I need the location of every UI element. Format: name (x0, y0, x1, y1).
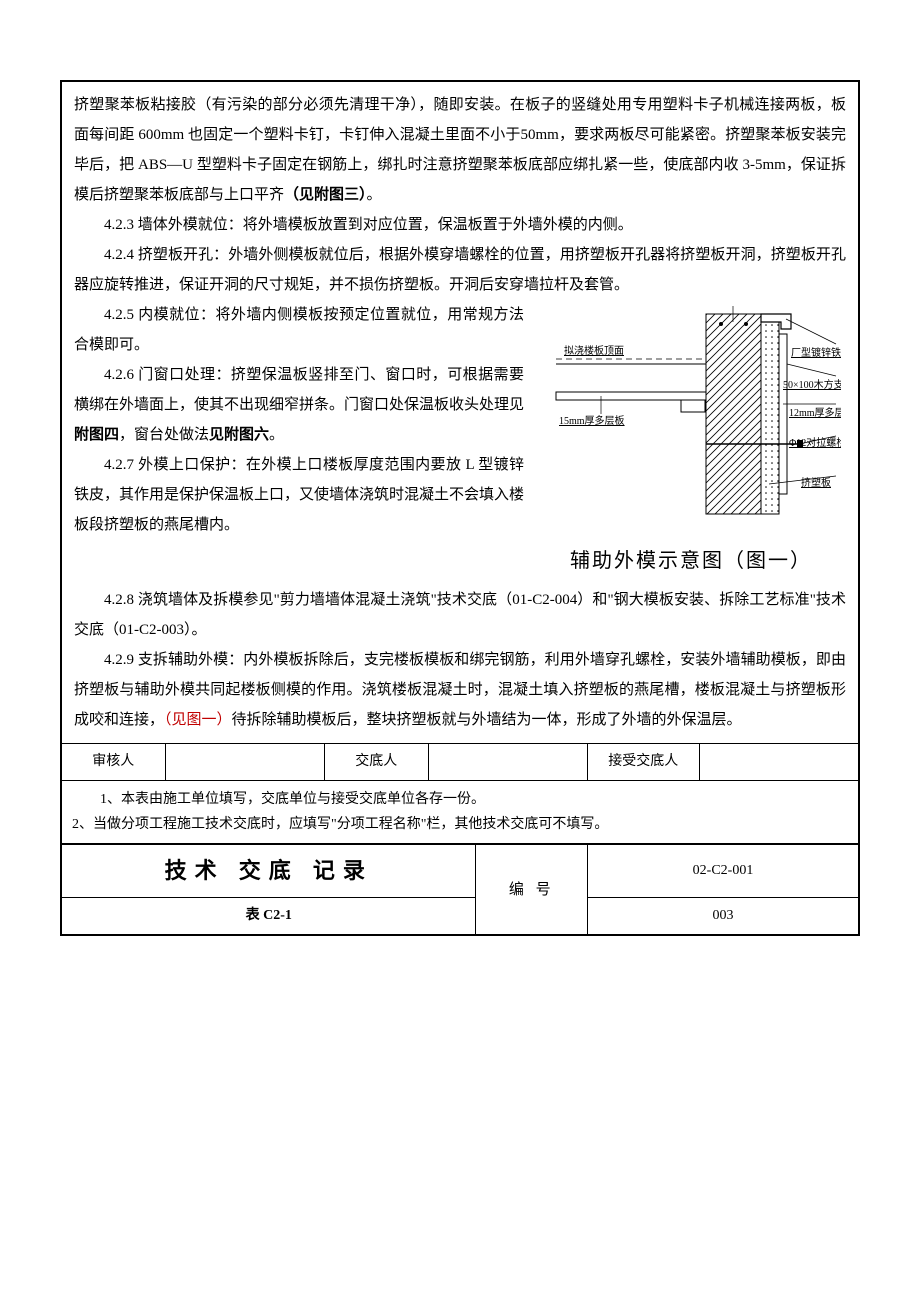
p8b: （见图一） (164, 712, 232, 728)
sig-label-receiver: 接受交底人 (588, 744, 700, 781)
p1-text: 挤塑聚苯板粘接胶（有污染的部分必须先清理干净），随即安装。在板子的竖缝处用专用塑… (74, 97, 846, 203)
figure-container: 墙体立筋 拟浇楼板顶面 15mm厚多层板 厂型镀锌铁皮 50×100木方支撑 1… (536, 304, 846, 581)
fig-label-2: 拟浇楼板顶面 (564, 344, 624, 357)
code-1: 02-C2-001 (588, 845, 859, 898)
sig-label-disclose: 交底人 (325, 744, 429, 781)
sig-label-reviewer: 审核人 (62, 744, 166, 781)
table-label: 表 C2-1 (62, 898, 476, 935)
diagram-svg: 墙体立筋 拟浇楼板顶面 15mm厚多层板 厂型镀锌铁皮 50×100木方支撑 1… (541, 304, 841, 524)
p5a: 4.2.6 门窗口处理：挤塑保温板竖排至门、窗口时，可根据需要横绑在外墙面上，使… (74, 367, 524, 413)
fig-label-7: Φ12对拉螺栓 (789, 436, 841, 449)
sig-blank-2 (428, 744, 587, 781)
paragraph-2: 4.2.3 墙体外模就位：将外墙模板放置到对应位置，保温板置于外墙外模的内侧。 (74, 210, 846, 240)
note-1: 1、本表由施工单位填写，交底单位与接受交底单位各存一份。 (72, 787, 848, 812)
main-content-cell: 挤塑聚苯板粘接胶（有污染的部分必须先清理干净），随即安装。在板子的竖缝处用专用塑… (61, 81, 859, 743)
paragraph-8: 4.2.9 支拆辅助外模：内外模板拆除后，支完楼板模板和绑完钢筋，利用外墙穿孔螺… (74, 645, 846, 735)
p5c: ，窗台处做法 (119, 427, 209, 443)
figure-caption: 辅助外模示意图（图一） (536, 541, 846, 581)
note-2: 2、当做分项工程施工技术交底时，应填写"分项工程名称"栏，其他技术交底可不填写。 (72, 812, 848, 837)
fig-label-1: 墙体立筋 (701, 304, 741, 306)
fig-label-5: 50×100木方支撑 (783, 378, 841, 391)
fig-label-8: 挤塑板 (801, 476, 831, 489)
code-2: 003 (588, 898, 859, 935)
sig-blank-1 (165, 744, 324, 781)
p5e: 。 (269, 427, 284, 443)
fig-label-3: 15mm厚多层板 (559, 414, 625, 427)
notes-cell: 1、本表由施工单位填写，交底单位与接受交底单位各存一份。 2、当做分项工程施工技… (62, 781, 859, 844)
bianhao-label: 编 号 (476, 845, 588, 935)
document-container: 挤塑聚苯板粘接胶（有污染的部分必须先清理干净），随即安装。在板子的竖缝处用专用塑… (60, 80, 860, 936)
footer-table: 技术 交底 记录 编 号 02-C2-001 表 C2-1 003 (61, 844, 859, 935)
fig-label-4: 厂型镀锌铁皮 (791, 346, 841, 359)
paragraph-3: 4.2.4 挤塑板开孔：外墙外侧模板就位后，根据外模穿墙螺栓的位置，用挤塑板开孔… (74, 240, 846, 300)
p5b: 附图四 (74, 427, 119, 443)
paragraph-1: 挤塑聚苯板粘接胶（有污染的部分必须先清理干净），随即安装。在板子的竖缝处用专用塑… (74, 90, 846, 210)
signature-table: 审核人 交底人 接受交底人 1、本表由施工单位填写，交底单位与接受交底单位各存一… (61, 743, 859, 844)
paragraph-7: 4.2.8 浇筑墙体及拆模参见"剪力墙墙体混凝土浇筑"技术交底（01-C2-00… (74, 585, 846, 645)
p8c: 待拆除辅助模板后，整块挤塑板就与外墙结为一体，形成了外墙的外保温层。 (232, 712, 742, 728)
p1-end: 。 (367, 187, 382, 203)
p1-bold: （见附图三） (284, 187, 367, 203)
record-title: 技术 交底 记录 (62, 845, 476, 898)
sig-blank-3 (699, 744, 858, 781)
p5d: 见附图六 (209, 427, 269, 443)
fig-label-6: 12mm厚多层板 (789, 406, 841, 419)
